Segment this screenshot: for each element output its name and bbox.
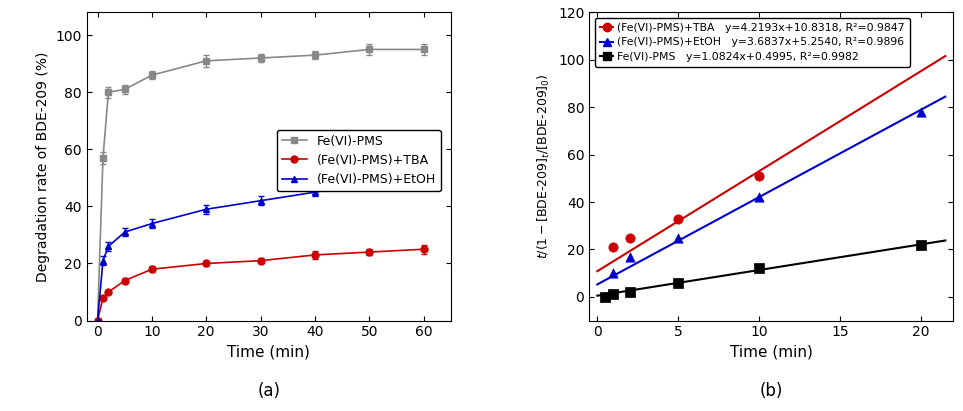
Point — [751, 173, 767, 179]
Text: (a): (a) — [257, 382, 280, 400]
Text: (b): (b) — [760, 382, 783, 400]
Y-axis label: $t/(1-[\mathrm{BDE\text{-}209}]_t/[\mathrm{BDE\text{-}209}]_0)$: $t/(1-[\mathrm{BDE\text{-}209}]_t/[\math… — [536, 74, 553, 259]
X-axis label: Time (min): Time (min) — [730, 345, 813, 360]
Legend: (Fe(VI)-PMS)+TBA   y=4.2193x+10.8318, R²=0.9847, (Fe(VI)-PMS)+EtOH   y=3.6837x+5: (Fe(VI)-PMS)+TBA y=4.2193x+10.8318, R²=0… — [594, 18, 910, 67]
Point — [670, 234, 686, 241]
Point — [913, 109, 928, 115]
Y-axis label: Degradation rate of BDE-209 (%): Degradation rate of BDE-209 (%) — [36, 51, 50, 282]
Point — [751, 194, 767, 201]
Point — [622, 253, 638, 260]
Point — [606, 270, 621, 277]
Point — [606, 244, 621, 250]
Point — [622, 234, 638, 241]
Point — [670, 279, 686, 286]
Point — [751, 265, 767, 272]
Point — [913, 241, 928, 248]
Legend: Fe(VI)-PMS, (Fe(VI)-PMS)+TBA, (Fe(VI)-PMS)+EtOH: Fe(VI)-PMS, (Fe(VI)-PMS)+TBA, (Fe(VI)-PM… — [276, 129, 441, 191]
X-axis label: Time (min): Time (min) — [227, 345, 310, 360]
Point — [622, 289, 638, 296]
Point — [670, 215, 686, 222]
Point — [606, 291, 621, 298]
Point — [598, 293, 613, 300]
